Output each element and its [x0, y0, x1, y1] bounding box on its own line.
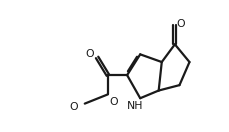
Text: O: O [176, 18, 185, 29]
Text: NH: NH [127, 101, 143, 111]
Text: O: O [69, 102, 78, 112]
Text: O: O [109, 97, 118, 107]
Text: O: O [85, 49, 93, 59]
